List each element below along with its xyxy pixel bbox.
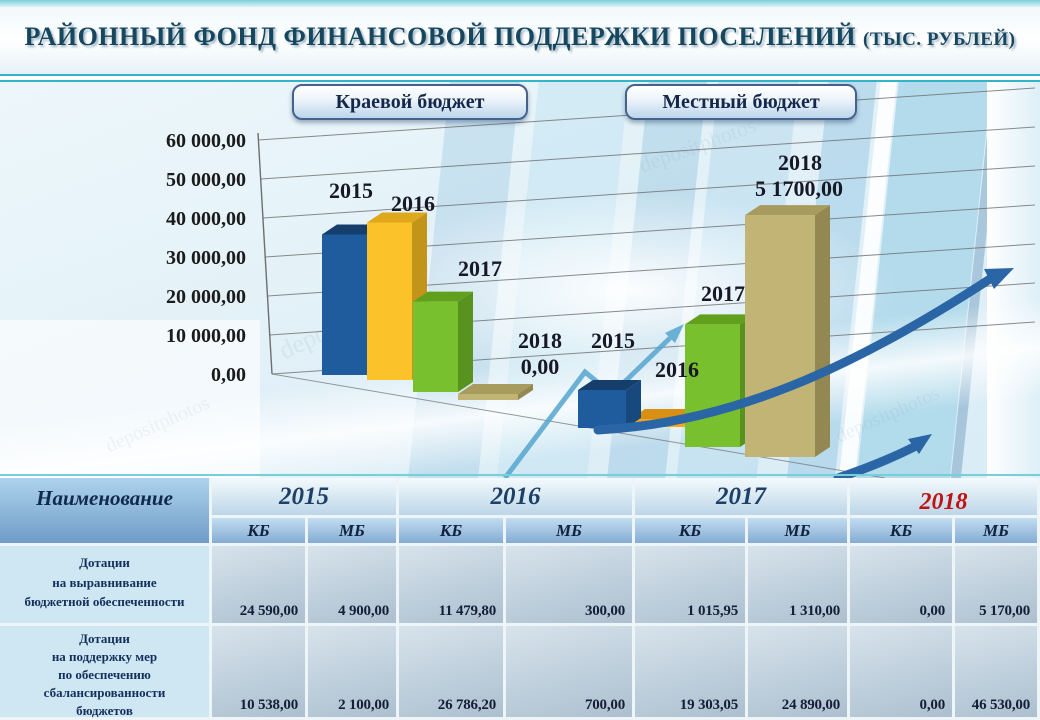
bar-2018-Краевой бюджет (458, 394, 518, 400)
growth-arrow (593, 274, 995, 435)
bar-top-Местный бюджет (745, 205, 830, 216)
y-tick-label: 40 000,00 (166, 208, 246, 230)
table-value: 4 900,00 (308, 546, 399, 626)
bar-year-label: 2018 (518, 328, 562, 353)
table-value: 700,00 (506, 626, 635, 720)
table-value: 1 310,00 (748, 546, 850, 626)
legend-local-budget-button[interactable]: Местный бюджет (625, 84, 857, 120)
y-tick-label: 20 000,00 (166, 286, 246, 308)
table-subheader: МБ (506, 518, 635, 546)
table-value: 5 170,00 (955, 546, 1040, 626)
table-value: 11 479,80 (399, 546, 506, 626)
table-header-year-2015: 2015 (212, 478, 399, 518)
y-tick-label: 50 000,00 (166, 169, 246, 191)
bar-side-Местный бюджет (815, 205, 830, 457)
data-table: Наименование 2015 2016 2017 2018 КБ МБ К… (0, 478, 1040, 720)
y-tick-label: 60 000,00 (166, 130, 246, 152)
top-strip (0, 0, 1040, 7)
bar-side-Краевой бюджет (518, 384, 533, 400)
bar-top-Краевой бюджет (367, 212, 427, 223)
title-main: РАЙОННЫЙ ФОНД ФИНАНСОВОЙ ПОДДЕРЖКИ ПОСЕЛ… (24, 22, 863, 51)
bar-2017-Краевой бюджет (413, 301, 458, 392)
table-subheader: МБ (308, 518, 399, 546)
watermark: depositphotos (102, 392, 213, 457)
growth-arrowhead-small (908, 434, 932, 454)
background-light (0, 320, 260, 480)
bar-year-label: 2016 (655, 357, 699, 382)
row-label-equalization: Дотации на выравнивание бюджетной обеспе… (0, 546, 212, 626)
header: РАЙОННЫЙ ФОНД ФИНАНСОВОЙ ПОДДЕРЖКИ ПОСЕЛ… (0, 0, 1040, 76)
watermark: depositphotos (636, 112, 759, 177)
bar-year-label: 2018 (778, 150, 822, 175)
table-subheader: КБ (212, 518, 308, 546)
y-axis (257, 132, 273, 375)
table-header-year-2016: 2016 (399, 478, 635, 518)
row-label-balancing: Дотации на поддержку мер по обеспечению … (0, 626, 212, 720)
bar-year-label: 2015 (591, 328, 635, 353)
table-value: 24 590,00 (212, 546, 308, 626)
table-header-year-2018: 2018 (850, 478, 1040, 518)
y-tick-label: 30 000,00 (166, 247, 246, 269)
bar-side-Местный бюджет (626, 379, 641, 428)
y-tick-label: 0,00 (211, 364, 246, 386)
table-value: 2 100,00 (308, 626, 399, 720)
y-tick-label: 10 000,00 (166, 325, 246, 347)
legend-regional-budget-button[interactable]: Краевой бюджет (292, 84, 528, 120)
table-header-name: Наименование (0, 478, 212, 546)
gridline (262, 165, 1036, 219)
bar-top-Местный бюджет (685, 314, 755, 325)
table-value: 0,00 (850, 546, 955, 626)
title-suffix: (ТЫС. РУБЛЕЙ) (863, 29, 1016, 50)
table-value: 10 538,00 (212, 626, 308, 720)
table-subheader: МБ (748, 518, 850, 546)
table-subheader: МБ (955, 518, 1040, 546)
gridline (260, 126, 1036, 180)
bar-side-Краевой бюджет (458, 291, 473, 392)
table-subheader: КБ (850, 518, 955, 546)
bar-2017-Местный бюджет (685, 324, 740, 447)
table-value: 0,00 (850, 626, 955, 720)
table-value: 24 890,00 (748, 626, 850, 720)
table-value: 1 015,95 (635, 546, 748, 626)
bar-chart: depositphotosdepositphotosdepositphotosd… (102, 87, 1036, 478)
bar-value-label: 0,00 (521, 354, 560, 379)
table-subheader: КБ (399, 518, 506, 546)
table-subheader: КБ (635, 518, 748, 546)
bar-2015-Краевой бюджет (322, 234, 368, 375)
bar-year-label: 2015 (329, 178, 373, 203)
bar-value-label: 5 1700,00 (755, 176, 843, 201)
bar-2016-Краевой бюджет (367, 222, 412, 380)
page-title: РАЙОННЫЙ ФОНД ФИНАНСОВОЙ ПОДДЕРЖКИ ПОСЕЛ… (0, 22, 1040, 52)
bar-2015-Местный бюджет (578, 389, 626, 428)
trend-arrowhead (665, 324, 684, 343)
bar-2018-Местный бюджет (745, 215, 815, 457)
table-value: 46 530,00 (955, 626, 1040, 720)
bar-year-label: 2017 (458, 256, 502, 281)
table-value: 26 786,20 (399, 626, 506, 720)
growth-arrowhead (984, 268, 1014, 289)
bar-year-label: 2016 (391, 191, 435, 216)
table-value: 300,00 (506, 546, 635, 626)
table-header-year-2017: 2017 (635, 478, 850, 518)
table-value: 19 303,05 (635, 626, 748, 720)
bar-top-Местный бюджет (578, 379, 641, 390)
bar-top-Краевой бюджет (413, 291, 473, 302)
bar-top-Краевой бюджет (458, 384, 533, 394)
divider-line (0, 474, 1040, 476)
bar-year-label: 2017 (701, 281, 745, 306)
